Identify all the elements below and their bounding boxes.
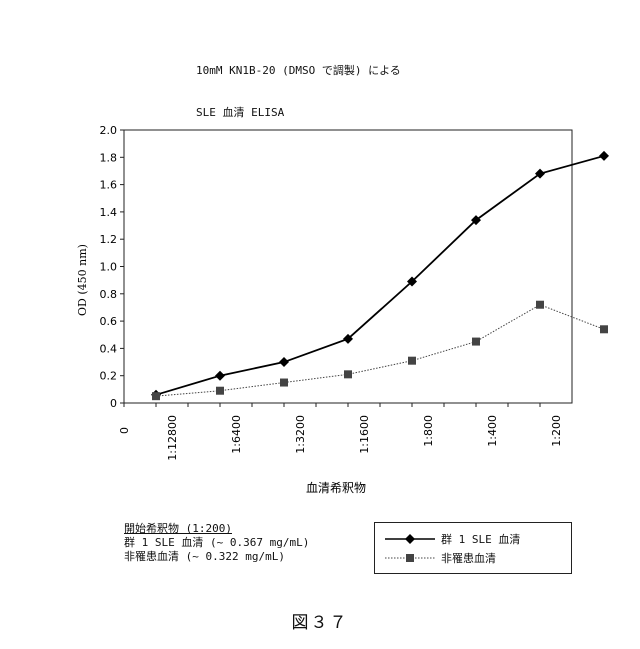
- data-point-square: [280, 379, 288, 387]
- series-line-0: [156, 156, 604, 395]
- chart-ticks: 0 0.2 0.4 0.6 0.8 1.0 1.2 1.4 1.6 1.8 2.0 0 1:12800 1…: [100, 124, 564, 461]
- x-tick-label: 1:200: [550, 415, 563, 447]
- data-point-square: [344, 370, 352, 378]
- notes-line-control: 非罹患血清 (~ 0.322 mg/mL): [124, 550, 309, 564]
- y-tick-label: 0.8: [100, 288, 118, 301]
- chart-axes: [124, 130, 572, 403]
- legend-marker-square-icon: [381, 550, 441, 566]
- y-tick-label: 1.8: [100, 151, 118, 164]
- y-tick-label: 2.0: [100, 124, 118, 137]
- data-point-square: [216, 387, 224, 395]
- data-point-diamond: [599, 151, 609, 161]
- y-axis-label: OD (450 nm): [76, 244, 89, 316]
- y-tick-label: 0: [110, 397, 117, 410]
- y-tick-label: 0.2: [100, 370, 118, 383]
- y-tick-label: 1.4: [100, 206, 118, 219]
- x-tick-label: 1:6400: [230, 415, 243, 454]
- y-tick-label: 1.2: [100, 233, 118, 246]
- data-point-square: [152, 392, 160, 400]
- legend-label-control: 非罹患血清: [441, 550, 496, 566]
- y-tick-label: 0.6: [100, 315, 118, 328]
- x-axis-label: 血清希釈物: [306, 480, 366, 495]
- chart-legend: 群 1 SLE 血清 非罹患血清: [374, 522, 572, 574]
- legend-marker-diamond-icon: [381, 531, 441, 547]
- legend-item-sle: 群 1 SLE 血清: [375, 531, 571, 547]
- x-tick-label: 1:800: [422, 415, 435, 447]
- y-tick-label: 0.4: [100, 342, 118, 355]
- notes-heading: 開始希釈物 (1:200): [124, 522, 309, 536]
- data-point-square: [536, 301, 544, 309]
- y-tick-label: 1.6: [100, 179, 118, 192]
- y-tick-label: 1.0: [100, 261, 118, 274]
- notes-line-sle: 群 1 SLE 血清 (~ 0.367 mg/mL): [124, 536, 309, 550]
- x-tick-label: 1:3200: [294, 415, 307, 454]
- data-point-diamond: [215, 371, 225, 381]
- x-tick-label: 1:1600: [358, 415, 371, 454]
- legend-label-sle: 群 1 SLE 血清: [441, 531, 520, 547]
- chart-series: [151, 151, 609, 400]
- data-point-square: [600, 325, 608, 333]
- series-line-1: [156, 305, 604, 396]
- plot-frame: [124, 130, 572, 403]
- data-point-diamond: [279, 357, 289, 367]
- chart-svg: 0 0.2 0.4 0.6 0.8 1.0 1.2 1.4 1.6 1.8 2.0 0 1:12800 1…: [0, 0, 640, 520]
- x-tick-label: 1:400: [486, 415, 499, 447]
- x-tick-label: 1:12800: [166, 415, 179, 461]
- data-point-square: [472, 338, 480, 346]
- data-point-square: [408, 357, 416, 365]
- figure-label: 図３７: [0, 608, 640, 633]
- dilution-notes: 開始希釈物 (1:200) 群 1 SLE 血清 (~ 0.367 mg/mL)…: [124, 522, 309, 564]
- legend-item-control: 非罹患血清: [375, 550, 571, 566]
- x-tick-label-zero: 0: [118, 427, 131, 434]
